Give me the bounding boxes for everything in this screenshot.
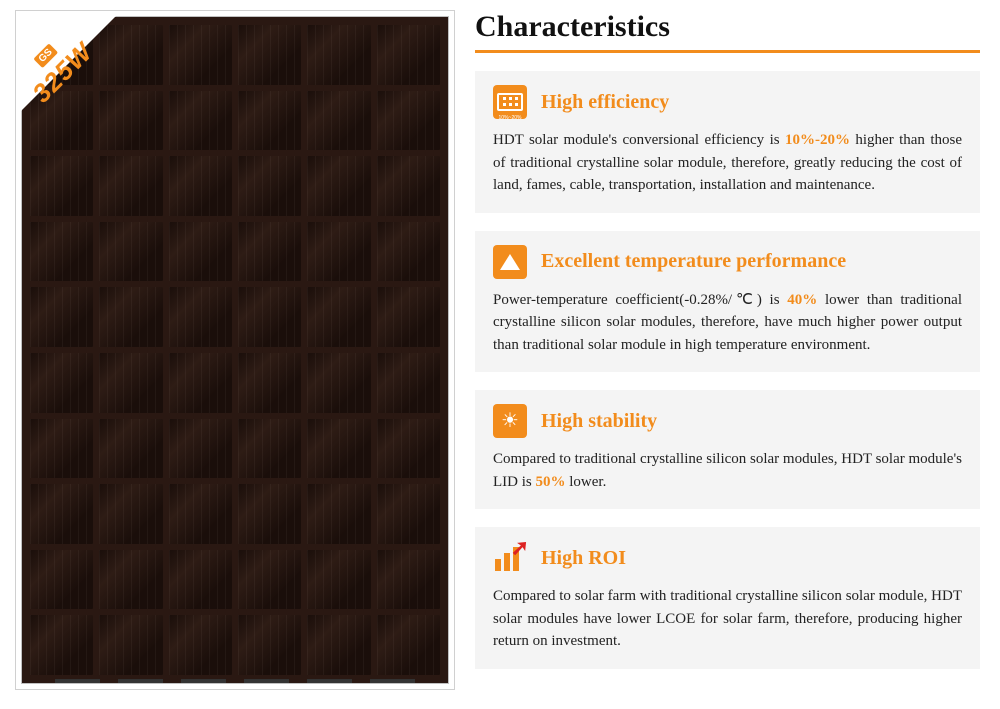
- feature-card: High ROI Compared to solar farm with trad…: [475, 527, 980, 669]
- solar-cell: [307, 91, 370, 151]
- solar-cell: [169, 287, 232, 347]
- card-title: High ROI: [541, 547, 626, 570]
- section-heading: Characteristics: [475, 10, 980, 53]
- solar-cell: [377, 222, 440, 282]
- solar-cell: [169, 550, 232, 610]
- solar-cell: [99, 222, 162, 282]
- solar-cell: [377, 419, 440, 479]
- solar-cell: [99, 353, 162, 413]
- solar-cell: [99, 419, 162, 479]
- card-header: High efficiency: [493, 85, 962, 119]
- solar-cell: [307, 615, 370, 675]
- feature-card: High stability Compared to traditional cr…: [475, 390, 980, 509]
- solar-cell: [169, 484, 232, 544]
- solar-cell: [169, 615, 232, 675]
- characteristics-column: Characteristics High efficiency HDT solar…: [475, 10, 980, 699]
- solar-cell: [307, 287, 370, 347]
- panel-grid: [21, 16, 449, 684]
- card-title: High stability: [541, 410, 657, 433]
- solar-cell: [169, 25, 232, 85]
- card-title: High efficiency: [541, 91, 669, 114]
- solar-cell: [238, 156, 301, 216]
- solar-cell: [377, 484, 440, 544]
- solar-cell: [169, 353, 232, 413]
- solar-cell: [307, 419, 370, 479]
- card-header: High ROI: [493, 541, 962, 575]
- solar-cell: [238, 484, 301, 544]
- solar-cell: [30, 287, 93, 347]
- solar-panel-image: GS 325W: [15, 10, 455, 690]
- solar-cell: [238, 222, 301, 282]
- solar-cell: [307, 156, 370, 216]
- solar-cell: [377, 353, 440, 413]
- solar-cell: [307, 25, 370, 85]
- solar-cell: [30, 419, 93, 479]
- solar-cell: [99, 156, 162, 216]
- card-header: High stability: [493, 404, 962, 438]
- solar-cell: [377, 615, 440, 675]
- solar-cell: [169, 419, 232, 479]
- card-text-pre: Power-temperature coefficient(-0.28%/℃) …: [493, 292, 787, 308]
- efficiency-icon: [493, 85, 527, 119]
- solar-cell: [30, 550, 93, 610]
- feature-card: High efficiency HDT solar module's conver…: [475, 71, 980, 213]
- temp-icon: [493, 245, 527, 279]
- solar-cell: [169, 222, 232, 282]
- panel-tabs: [16, 679, 454, 687]
- solar-cell: [238, 419, 301, 479]
- solar-cell: [238, 91, 301, 151]
- card-highlight: 10%-20%: [785, 132, 850, 148]
- solar-cell: [238, 287, 301, 347]
- feature-card: Excellent temperature performance Power-t…: [475, 231, 980, 373]
- solar-cell: [99, 615, 162, 675]
- stability-icon: [493, 404, 527, 438]
- solar-cell: [307, 353, 370, 413]
- solar-cell: [238, 615, 301, 675]
- solar-cell: [377, 550, 440, 610]
- card-body: Power-temperature coefficient(-0.28%/℃) …: [493, 289, 962, 357]
- solar-cell: [169, 91, 232, 151]
- card-title: Excellent temperature performance: [541, 250, 846, 273]
- card-body: Compared to solar farm with traditional …: [493, 585, 962, 653]
- solar-cell: [377, 25, 440, 85]
- solar-cell: [238, 25, 301, 85]
- card-body: HDT solar module's conversional efficien…: [493, 129, 962, 197]
- solar-cell: [238, 550, 301, 610]
- card-text-post: lower.: [566, 474, 607, 490]
- solar-cell: [30, 615, 93, 675]
- solar-cell: [30, 484, 93, 544]
- card-highlight: 50%: [536, 474, 566, 490]
- card-text-pre: Compared to solar farm with traditional …: [493, 588, 962, 649]
- solar-cell: [30, 156, 93, 216]
- solar-cell: [377, 91, 440, 151]
- solar-cell: [307, 484, 370, 544]
- roi-icon: [493, 541, 527, 575]
- solar-cell: [99, 484, 162, 544]
- solar-cell: [30, 353, 93, 413]
- solar-cell: [238, 353, 301, 413]
- card-highlight: 40%: [787, 292, 817, 308]
- card-body: Compared to traditional crystalline sili…: [493, 448, 962, 493]
- solar-cell: [99, 287, 162, 347]
- solar-cell: [307, 550, 370, 610]
- solar-cell: [99, 550, 162, 610]
- solar-cell: [377, 156, 440, 216]
- solar-cell: [30, 222, 93, 282]
- card-text-pre: HDT solar module's conversional efficien…: [493, 132, 785, 148]
- card-header: Excellent temperature performance: [493, 245, 962, 279]
- solar-cell: [377, 287, 440, 347]
- solar-cell: [307, 222, 370, 282]
- solar-cell: [169, 156, 232, 216]
